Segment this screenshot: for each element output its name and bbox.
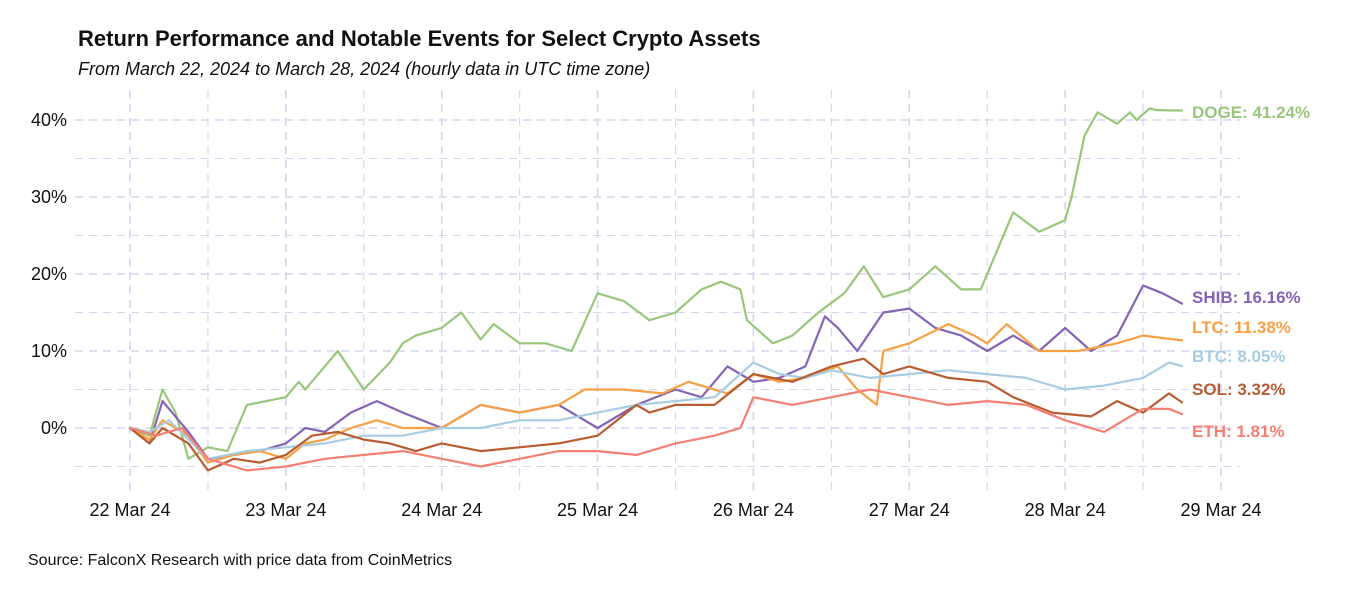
x-tick-label: 23 Mar 24 bbox=[245, 500, 326, 520]
series-end-labels: DOGE: 41.24% SHIB: 16.16% LTC: 11.38% BTC: … bbox=[1192, 103, 1310, 441]
y-tick-label: 40% bbox=[31, 110, 67, 130]
series-lines bbox=[128, 107, 1184, 472]
end-label-btc: BTC: 8.05% bbox=[1192, 347, 1286, 366]
series-line-eth bbox=[128, 388, 1184, 472]
chart-subtitle: From March 22, 2024 to March 28, 2024 (h… bbox=[78, 59, 651, 79]
end-label-shib: SHIB: 16.16% bbox=[1192, 288, 1301, 307]
series-line-btc bbox=[128, 361, 1184, 460]
series-line-sol bbox=[128, 357, 1184, 472]
x-tick-label: 22 Mar 24 bbox=[89, 500, 170, 520]
y-tick-label: 0% bbox=[41, 418, 67, 438]
end-label-doge: DOGE: 41.24% bbox=[1192, 103, 1310, 122]
source-note: Source: FalconX Research with price data… bbox=[28, 552, 453, 569]
end-label-ltc: LTC: 11.38% bbox=[1192, 318, 1291, 337]
x-tick-label: 27 Mar 24 bbox=[869, 500, 950, 520]
x-tick-label: 26 Mar 24 bbox=[713, 500, 794, 520]
series-line-doge bbox=[128, 107, 1184, 460]
x-tick-label: 24 Mar 24 bbox=[401, 500, 482, 520]
y-tick-label: 10% bbox=[31, 341, 67, 361]
chart-title: Return Performance and Notable Events fo… bbox=[78, 26, 761, 51]
x-tick-label: 28 Mar 24 bbox=[1025, 500, 1106, 520]
y-tick-label: 20% bbox=[31, 264, 67, 284]
line-chart: 0% 10% 20% 30% 40% 22 Mar 24 23 Mar 24 24 Mar … bbox=[31, 90, 1310, 520]
x-tick-label: 29 Mar 24 bbox=[1180, 500, 1261, 520]
x-tick-label: 25 Mar 24 bbox=[557, 500, 638, 520]
series-line-ltc bbox=[128, 323, 1184, 464]
end-label-eth: ETH: 1.81% bbox=[1192, 422, 1285, 441]
end-label-sol: SOL: 3.32% bbox=[1192, 380, 1286, 399]
grid bbox=[75, 90, 1240, 490]
y-tick-label: 30% bbox=[31, 187, 67, 207]
x-axis: 22 Mar 24 23 Mar 24 24 Mar 24 25 Mar 24 26 M… bbox=[89, 500, 1261, 520]
y-axis: 0% 10% 20% 30% 40% bbox=[31, 110, 67, 438]
series-line-shib bbox=[128, 284, 1184, 460]
